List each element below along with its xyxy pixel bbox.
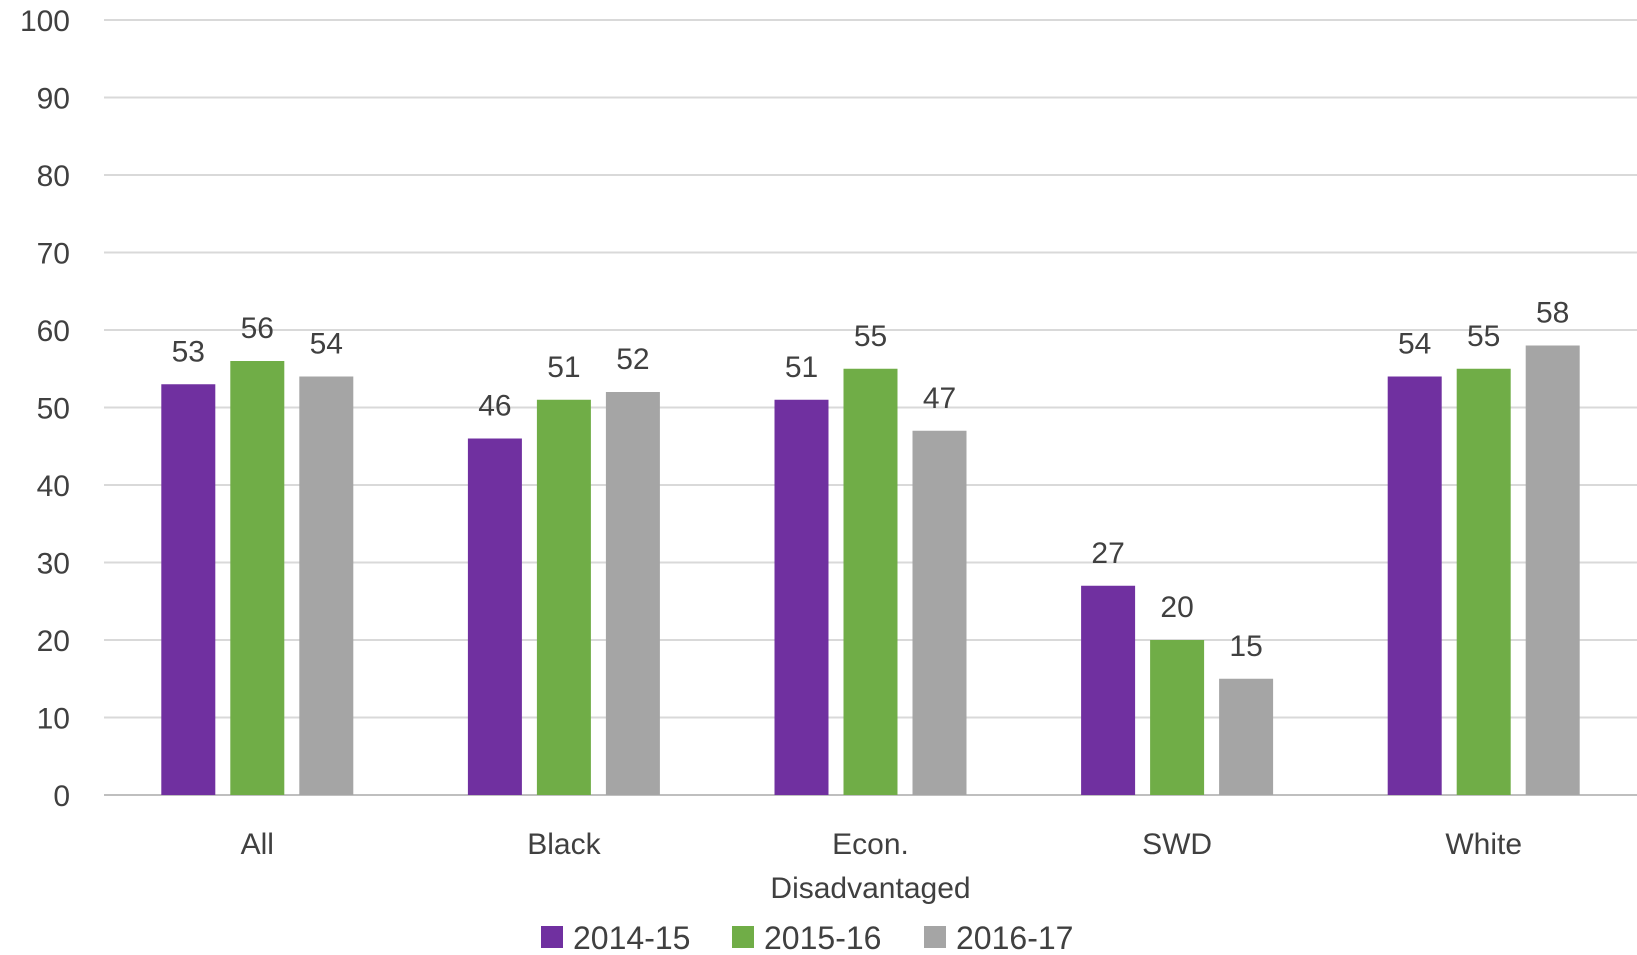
bar-2015-16-Black	[536, 399, 591, 795]
x-category-label: White	[1445, 828, 1522, 861]
legend-label: 2016-17	[956, 920, 1073, 955]
data-label: 52	[616, 343, 649, 376]
data-label: 56	[241, 312, 274, 345]
data-label: 51	[785, 351, 818, 384]
y-tick-label: 20	[37, 625, 70, 658]
bar-2015-16-SWD	[1150, 640, 1205, 795]
bar-2014-15-White	[1387, 376, 1442, 795]
data-label: 54	[310, 328, 343, 361]
bar-2016-17-White	[1525, 345, 1580, 795]
bar-2015-16-White	[1456, 368, 1511, 795]
x-category-label: Black	[527, 828, 601, 861]
legend-label: 2015-16	[764, 920, 881, 955]
legend-label: 2014-15	[573, 920, 690, 955]
data-label: 20	[1160, 591, 1193, 624]
bar-2016-17-SWD	[1219, 678, 1274, 795]
y-tick-label: 90	[37, 83, 70, 116]
bar-2014-15-SWD	[1081, 585, 1136, 795]
y-tick-label: 10	[37, 703, 70, 736]
x-category-label: SWD	[1142, 828, 1212, 861]
y-tick-label: 60	[37, 315, 70, 348]
y-tick-label: 40	[37, 470, 70, 503]
data-label: 15	[1229, 630, 1262, 663]
y-tick-label: 70	[37, 238, 70, 271]
y-tick-label: 80	[37, 160, 70, 193]
y-tick-label: 100	[20, 5, 70, 38]
data-label: 27	[1091, 537, 1124, 570]
x-category-label: Econ.	[832, 828, 909, 861]
data-label: 55	[854, 320, 887, 353]
data-label: 58	[1536, 297, 1569, 330]
data-label: 51	[547, 351, 580, 384]
data-label: 47	[923, 382, 956, 415]
bar-2014-15-Econ.-Disadvantaged	[774, 399, 829, 795]
legend-swatch	[541, 926, 563, 948]
data-label: 55	[1467, 320, 1500, 353]
y-axis: 0 10 20 30 40 50 60 70 80 90 100	[20, 5, 70, 813]
y-tick-label: 30	[37, 548, 70, 581]
data-label: 54	[1398, 328, 1431, 361]
bars	[161, 345, 1580, 795]
bar-2014-15-Black	[467, 438, 522, 795]
bar-2015-16-Econ.-Disadvantaged	[843, 368, 898, 795]
legend-swatch	[924, 926, 946, 948]
data-labels: 53 56 54 46 51 52 51 55 47 27 20 15 54 55 58	[172, 297, 1570, 663]
x-category-label: Disadvantaged	[770, 872, 970, 905]
bar-2016-17-Econ.-Disadvantaged	[912, 430, 967, 795]
y-tick-label: 50	[37, 393, 70, 426]
bar-2015-16-All	[230, 361, 285, 795]
bar-2016-17-All	[299, 376, 354, 795]
legend-swatch	[732, 926, 754, 948]
data-label: 46	[478, 390, 511, 423]
bar-2016-17-Black	[605, 392, 660, 795]
x-category-label: All	[241, 828, 274, 861]
legend: 2014-15 2015-16 2016-17	[541, 920, 1073, 955]
x-axis: All Black Econ. Disadvantaged SWD White	[241, 828, 1522, 905]
bar-2014-15-All	[161, 384, 216, 795]
y-tick-label: 0	[53, 780, 70, 813]
data-label: 53	[172, 335, 205, 368]
